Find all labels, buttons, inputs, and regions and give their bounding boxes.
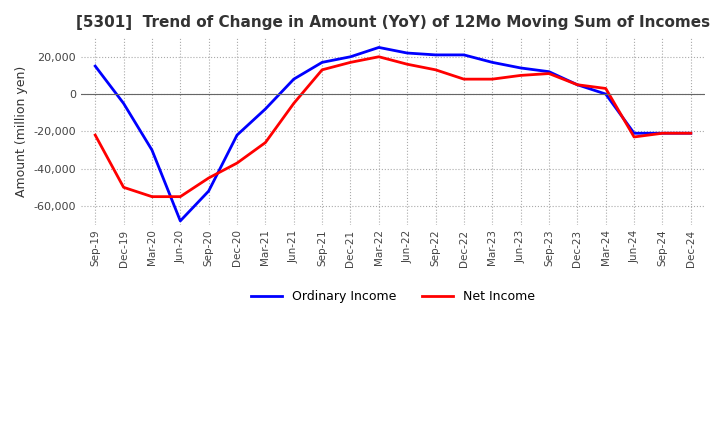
Line: Net Income: Net Income [95,57,690,197]
Net Income [573,82,582,88]
Net Income [204,176,213,181]
Net Income [459,77,468,82]
Ordinary Income [318,60,326,65]
Net Income [630,134,639,139]
Ordinary Income [573,82,582,88]
Title: [5301]  Trend of Change in Amount (YoY) of 12Mo Moving Sum of Incomes: [5301] Trend of Change in Amount (YoY) o… [76,15,710,30]
Ordinary Income [289,77,298,82]
Ordinary Income [516,65,525,70]
Ordinary Income [91,63,99,69]
Net Income [601,86,610,91]
Net Income [233,161,241,166]
Net Income [91,132,99,138]
Net Income [658,131,667,136]
Net Income [488,77,497,82]
Net Income [431,67,440,73]
Ordinary Income [488,60,497,65]
Net Income [318,67,326,73]
Net Income [148,194,156,199]
Ordinary Income [459,52,468,58]
Ordinary Income [233,132,241,138]
Ordinary Income [545,69,554,74]
Net Income [120,185,128,190]
Ordinary Income [148,147,156,153]
Ordinary Income [658,131,667,136]
Ordinary Income [601,92,610,97]
Net Income [403,62,412,67]
Net Income [686,131,695,136]
Net Income [374,54,383,59]
Ordinary Income [403,51,412,56]
Line: Ordinary Income: Ordinary Income [95,48,690,221]
Net Income [346,60,355,65]
Net Income [176,194,184,199]
Net Income [545,71,554,76]
Ordinary Income [686,131,695,136]
Net Income [516,73,525,78]
Ordinary Income [374,45,383,50]
Y-axis label: Amount (million yen): Amount (million yen) [15,66,28,197]
Ordinary Income [176,218,184,224]
Ordinary Income [431,52,440,58]
Net Income [289,101,298,106]
Ordinary Income [346,54,355,59]
Legend: Ordinary Income, Net Income: Ordinary Income, Net Income [246,285,540,308]
Ordinary Income [261,106,270,112]
Ordinary Income [204,188,213,194]
Ordinary Income [120,101,128,106]
Ordinary Income [630,131,639,136]
Net Income [261,140,270,145]
